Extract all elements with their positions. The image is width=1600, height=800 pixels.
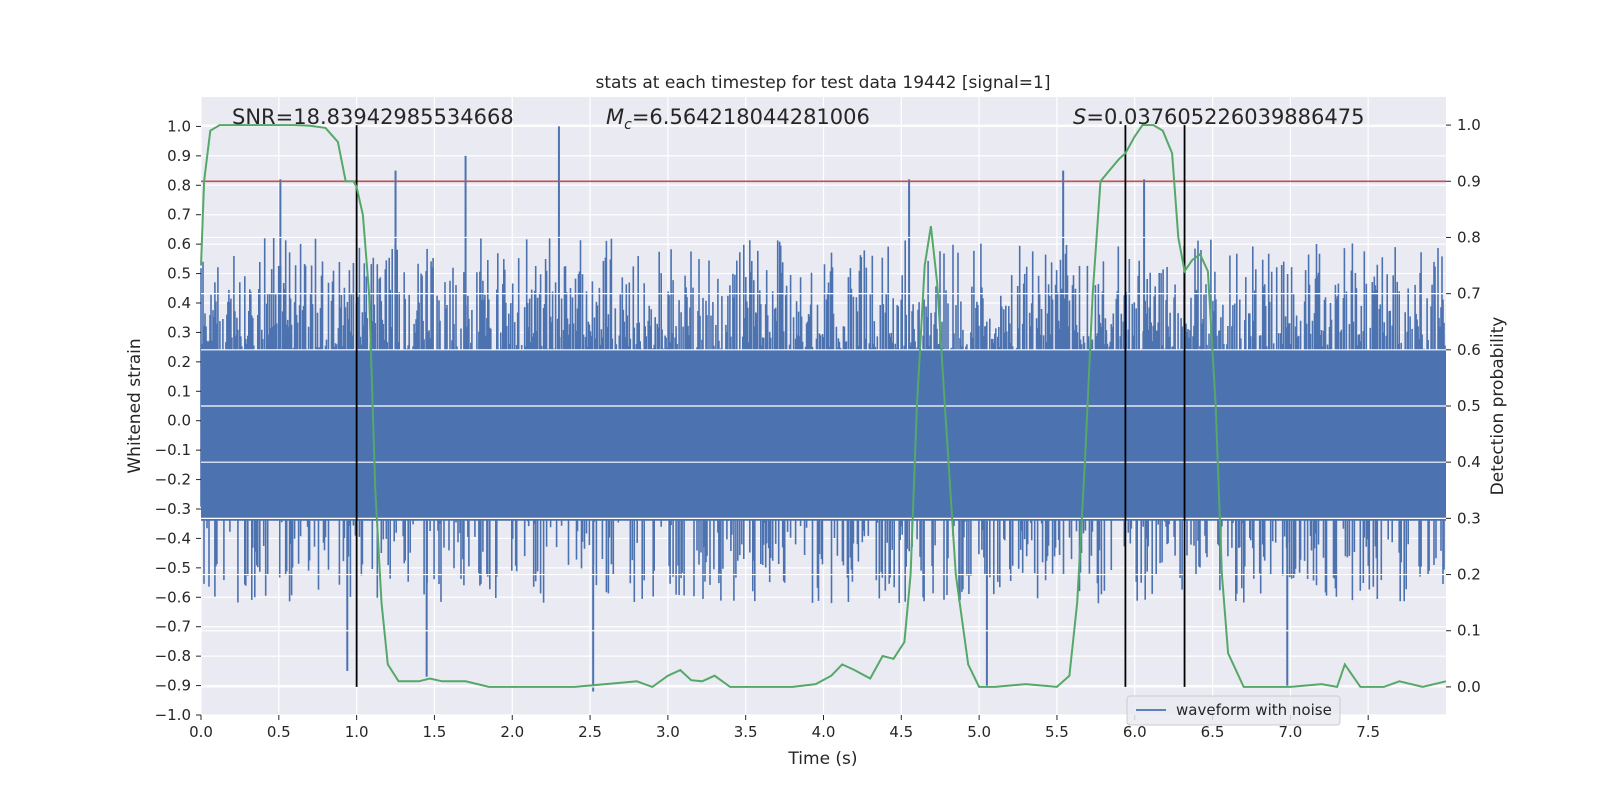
y-left-tick-label-13: 0.3 [167,323,191,341]
y-left-tick-label-12: 0.2 [167,353,191,371]
mc-symbol: M [606,105,624,129]
y-axis-label-right: Detection probability [1488,317,1508,496]
mc-subscript: c [624,117,632,133]
y-left-tick-label-10: 0.0 [167,412,191,430]
y-right-tick-label-5: 0.5 [1457,397,1481,415]
mc-annotation: Mc=6.564218044281006 [606,105,870,133]
probability-series [200,124,1447,689]
y-left-tick-label-7: −0.3 [155,500,191,518]
y-right-tick-label-3: 0.3 [1457,509,1481,527]
x-tick-label-1: 0.5 [267,723,291,741]
x-tick-label-13: 6.5 [1201,723,1225,741]
x-tick-label-11: 5.5 [1045,723,1069,741]
x-tick-label-9: 4.5 [889,723,913,741]
x-tick-label-12: 6.0 [1123,723,1147,741]
y-right-tick-label-1: 0.1 [1457,622,1481,640]
x-tick-label-8: 4.0 [812,723,836,741]
mc-value: =6.564218044281006 [632,105,870,129]
y-left-tick-label-6: −0.4 [155,529,191,547]
y-left-tick-label-9: −0.1 [155,441,191,459]
y-right-tick-label-2: 0.2 [1457,566,1481,584]
y-left-tick-label-15: 0.5 [167,265,191,283]
vertical-markers [355,125,1186,687]
x-tick-label-3: 1.5 [423,723,447,741]
x-tick-label-10: 5.0 [967,723,991,741]
y-left-tick-label-2: −0.8 [155,647,191,665]
y-left-tick-label-16: 0.6 [167,235,191,253]
y-right-tick-label-4: 0.4 [1457,453,1481,471]
y-left-tick-label-5: −0.5 [155,559,191,577]
y-right-tick-label-0: 0.0 [1457,678,1481,696]
y-left-tick-label-19: 0.9 [167,147,191,165]
y-left-tick-label-4: −0.6 [155,588,191,606]
x-tick-label-7: 3.5 [734,723,758,741]
y-right-tick-label-8: 0.8 [1457,228,1481,246]
x-axis-label: Time (s) [787,749,857,769]
y-left-tick-label-18: 0.8 [167,176,191,194]
y-axis-label-left: Whitened strain [125,338,145,473]
y-right-tick-label-9: 0.9 [1457,172,1481,190]
y-left-tick-label-20: 1.0 [167,117,191,135]
y-left-tick-label-3: −0.7 [155,618,191,636]
legend-label: waveform with noise [1176,701,1332,719]
x-tick-label-0: 0.0 [189,723,213,741]
s-symbol: S [1073,105,1086,129]
y-right-tick-label-6: 0.6 [1457,341,1481,359]
waveform-dense-band [201,350,1446,521]
y-left-tick-label-0: −1.0 [155,706,191,724]
y-left-tick-label-17: 0.7 [167,206,191,224]
x-tick-label-2: 1.0 [345,723,369,741]
legend-box [1126,695,1341,726]
x-tick-label-14: 7.0 [1278,723,1302,741]
y-left-tick-label-8: −0.2 [155,471,191,489]
y-left-tick-label-11: 0.1 [167,382,191,400]
x-tick-label-15: 7.5 [1356,723,1380,741]
y-right-tick-label-7: 0.7 [1457,285,1481,303]
s-annotation: S=0.037605226039886475 [1073,105,1364,129]
y-right-tick-label-10: 1.0 [1457,116,1481,134]
waveform-series [200,124,1446,692]
snr-annotation: SNR=18.83942985534668 [232,105,514,129]
probability-line [200,124,1447,689]
y-left-tick-label-1: −0.9 [155,677,191,695]
x-tick-label-4: 2.0 [500,723,524,741]
s-value: =0.037605226039886475 [1086,105,1364,129]
x-tick-label-6: 3.0 [656,723,680,741]
chart-title: stats at each timestep for test data 194… [596,73,1051,93]
legend: waveform with noise [1126,695,1341,726]
ticks-layer: 0.0 0.5 1.0 1.5 2.0 2.5 3.0 3.5 4.0 4.5 5.0 5.5 6.0 6… [155,116,1481,741]
x-tick-label-5: 2.5 [578,723,602,741]
y-left-tick-label-14: 0.4 [167,294,191,312]
